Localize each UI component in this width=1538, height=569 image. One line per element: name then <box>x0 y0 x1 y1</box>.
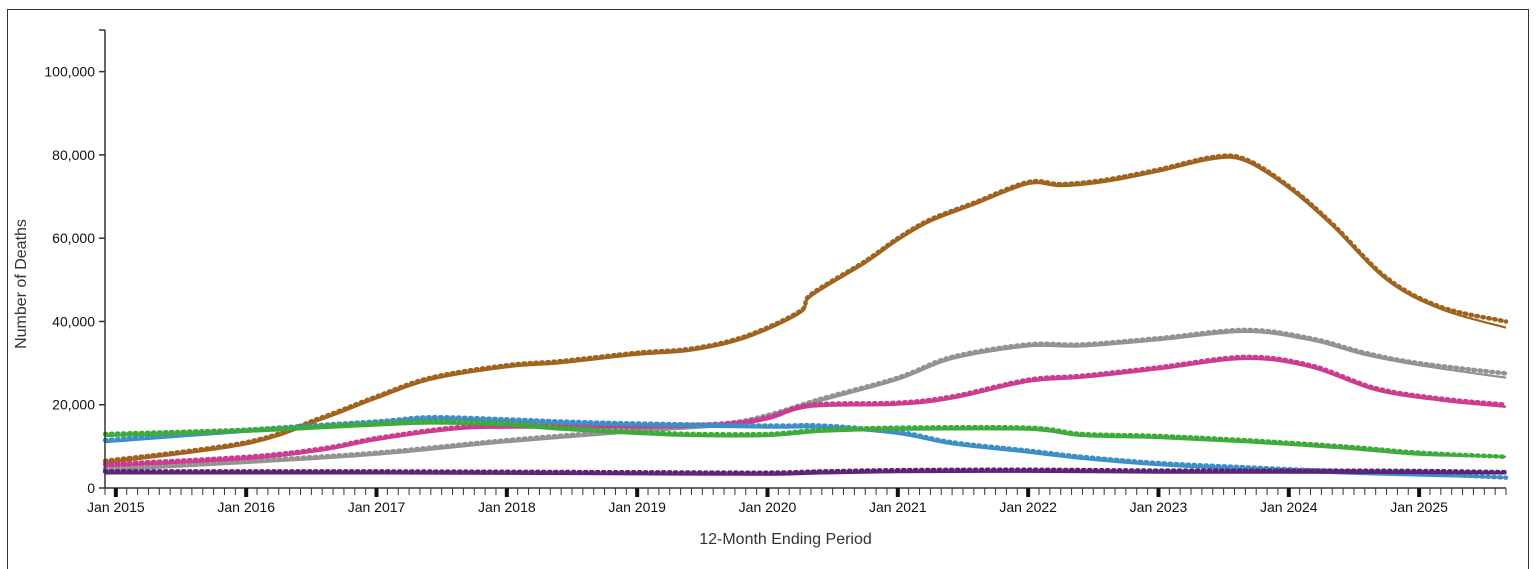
x-major-tick <box>635 488 640 497</box>
x-major-tick <box>765 488 770 497</box>
series-5-dotted-line <box>102 467 1509 475</box>
series-1-line <box>104 330 1507 472</box>
y-tick-label: 100,000 <box>44 64 95 80</box>
x-major-tick <box>113 488 118 497</box>
x-major-tick <box>1156 488 1161 497</box>
series-2-dotted-line <box>102 354 1509 467</box>
y-tick-label: 80,000 <box>52 147 95 163</box>
series-0-dotted-line <box>102 153 1509 464</box>
series-0-line <box>104 156 1507 465</box>
series-4-dotted-line <box>102 419 1509 460</box>
y-tick-label: 0 <box>87 480 95 496</box>
plot-area <box>102 153 1509 480</box>
x-tick-label: Jan 2015 <box>87 499 145 515</box>
x-tick-label: Jan 2021 <box>869 499 927 515</box>
series-5-line <box>104 470 1507 476</box>
x-major-tick <box>1417 488 1422 497</box>
series-2-line <box>104 357 1507 468</box>
x-major-tick <box>1286 488 1291 497</box>
series-4-line <box>104 422 1507 458</box>
y-tick-label: 20,000 <box>52 397 95 413</box>
x-tick-label: Jan 2025 <box>1390 499 1448 515</box>
x-tick-label: Jan 2019 <box>608 499 666 515</box>
x-tick-label: Jan 2024 <box>1260 499 1318 515</box>
x-tick-label: Jan 2017 <box>348 499 406 515</box>
y-tick-label: 40,000 <box>52 313 95 329</box>
x-tick-label: Jan 2016 <box>217 499 275 515</box>
x-axis-label: 12-Month Ending Period <box>699 531 872 548</box>
x-major-tick <box>244 488 249 497</box>
x-major-tick <box>374 488 379 497</box>
x-major-tick <box>1026 488 1031 497</box>
y-tick-label: 60,000 <box>52 230 95 246</box>
axes: 0 20,000 40,000 60,000 80,000 100,000 Jan 201… <box>44 29 1507 515</box>
series-3-dotted-line <box>102 415 1509 480</box>
y-axis-ticks: 0 20,000 40,000 60,000 80,000 100,000 <box>44 29 105 496</box>
y-axis-label: Number of Deaths <box>13 219 30 349</box>
x-axis-ticks: Jan 2015 Jan 2016 Jan 2017 Jan 2018 Jan 2019… <box>87 488 1507 515</box>
x-major-tick <box>504 488 509 497</box>
x-tick-label: Jan 2023 <box>1130 499 1188 515</box>
x-tick-label: Jan 2018 <box>478 499 536 515</box>
series-1-dotted-line <box>102 327 1509 471</box>
x-tick-label: Jan 2022 <box>999 499 1057 515</box>
x-major-tick <box>895 488 900 497</box>
x-tick-label: Jan 2020 <box>739 499 797 515</box>
